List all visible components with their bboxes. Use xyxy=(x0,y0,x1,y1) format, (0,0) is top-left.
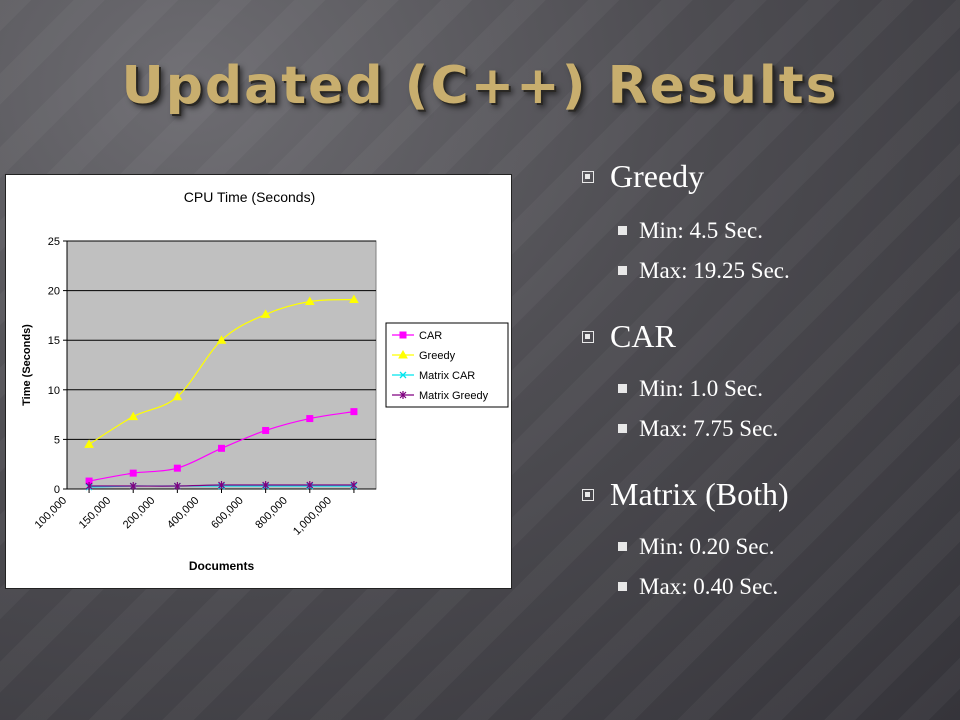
data-point xyxy=(129,482,137,491)
chart-container: CPU Time (Seconds) 0 5 10 15 20 25 100,000 150,0… xyxy=(5,174,512,589)
square-bullet-icon xyxy=(618,266,627,276)
bullet-label: Matrix (Both) xyxy=(610,476,789,512)
sub-bullet-text: Min: 1.0 Sec. xyxy=(639,376,763,401)
data-point xyxy=(262,426,270,434)
data-point xyxy=(304,296,315,306)
sub-bullet-text: Max: 19.25 Sec. xyxy=(639,258,790,283)
x-tick-label: 600,000 xyxy=(209,495,246,532)
bullet-label: Greedy xyxy=(610,158,705,194)
chart-title: CPU Time (Seconds) xyxy=(184,189,315,205)
sub-bullet: Min: 1.0 Sec. xyxy=(618,376,763,402)
sub-bullet: Max: 0.40 Sec. xyxy=(618,574,778,600)
legend-marker xyxy=(399,371,407,379)
sub-bullet: Min: 4.5 Sec. xyxy=(618,218,763,244)
x-tick-label: 100,000 xyxy=(33,495,70,532)
data-point xyxy=(349,294,359,304)
square-bullet-icon xyxy=(618,424,627,434)
data-point xyxy=(173,482,181,491)
data-point xyxy=(128,411,139,421)
y-axis-label: Time (Seconds) xyxy=(21,324,33,406)
sub-bullet: Max: 19.25 Sec. xyxy=(618,258,790,284)
y-tick-label: 20 xyxy=(48,286,60,298)
y-tick-label: 10 xyxy=(48,385,60,397)
data-point xyxy=(85,482,93,491)
sub-bullet-text: Min: 0.20 Sec. xyxy=(639,534,775,559)
x-tick-label: 150,000 xyxy=(77,495,114,532)
checkbox-bullet-icon xyxy=(582,330,594,343)
slide-title: Updated (C++) Results xyxy=(121,56,839,116)
data-point xyxy=(262,481,270,490)
y-tick-label: 25 xyxy=(48,236,60,248)
square-bullet-icon xyxy=(618,384,627,394)
line-chart: CPU Time (Seconds) 0 5 10 15 20 25 100,000 150,0… xyxy=(21,189,509,573)
data-point xyxy=(218,481,225,490)
x-tick-label: 1,000,000 xyxy=(291,495,334,538)
legend-marker xyxy=(399,331,407,339)
data-point xyxy=(350,481,358,490)
legend-marker xyxy=(398,349,408,359)
data-point xyxy=(350,408,358,416)
data-point xyxy=(306,481,314,490)
data-point xyxy=(172,391,183,401)
legend-label: Greedy xyxy=(419,350,456,362)
bullet-greedy: Greedy xyxy=(582,158,704,195)
y-tick-label: 0 xyxy=(54,484,60,496)
square-bullet-icon xyxy=(618,582,627,592)
x-tick-label: 800,000 xyxy=(253,495,290,532)
checkbox-bullet-icon xyxy=(582,488,594,501)
bullet-matrix: Matrix (Both) xyxy=(582,476,789,513)
legend-label: Matrix CAR xyxy=(419,370,475,382)
sub-bullet: Min: 0.20 Sec. xyxy=(618,534,774,560)
data-point xyxy=(216,335,227,344)
data-point xyxy=(306,415,314,423)
bullet-car: CAR xyxy=(582,318,676,355)
x-axis-label: Documents xyxy=(189,559,255,573)
sub-bullet-text: Max: 0.40 Sec. xyxy=(639,574,779,599)
sub-bullet: Max: 7.75 Sec. xyxy=(618,416,778,442)
legend-label: CAR xyxy=(419,330,442,342)
y-tick-label: 15 xyxy=(48,335,60,347)
x-tick-label: 400,000 xyxy=(165,495,202,532)
legend-marker xyxy=(399,391,407,399)
legend-label: Matrix Greedy xyxy=(419,390,489,402)
data-point xyxy=(218,444,225,452)
x-tick-label: 200,000 xyxy=(121,495,158,532)
data-point xyxy=(260,309,271,318)
square-bullet-icon xyxy=(618,542,627,552)
data-point xyxy=(84,439,94,448)
data-point xyxy=(173,464,181,472)
y-tick-label: 5 xyxy=(54,434,60,446)
sub-bullet-text: Max: 7.75 Sec. xyxy=(639,416,779,441)
sub-bullet-text: Min: 4.5 Sec. xyxy=(639,218,763,243)
data-point xyxy=(129,469,137,477)
bullet-label: CAR xyxy=(610,318,676,354)
checkbox-bullet-icon xyxy=(582,170,594,183)
square-bullet-icon xyxy=(618,226,627,236)
